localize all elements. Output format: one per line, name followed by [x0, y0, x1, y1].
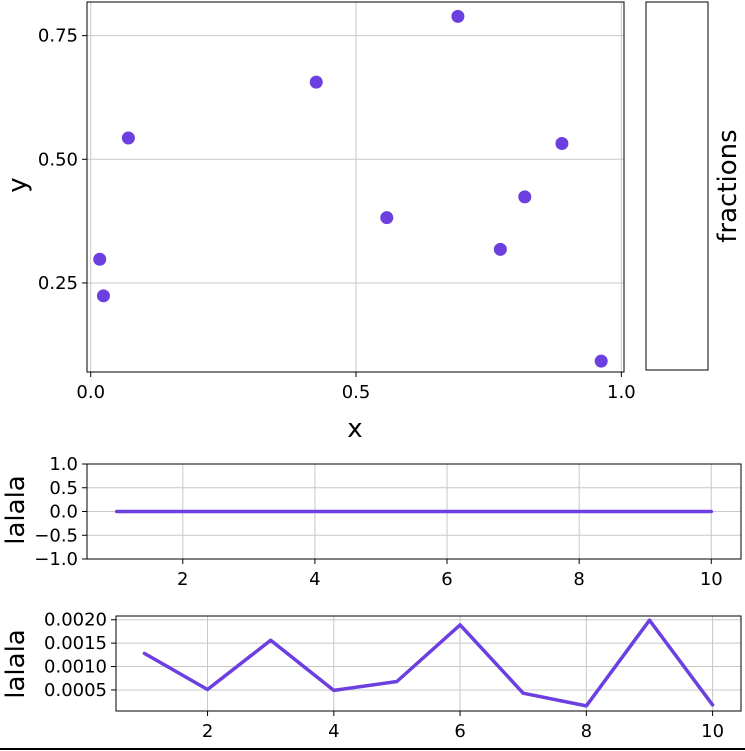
y-tick-label: 0.0	[49, 502, 78, 523]
x-tick-label: 8	[581, 721, 592, 742]
scatter-point	[309, 75, 323, 89]
scatter-y-axis-label: y	[3, 177, 33, 192]
x-tick-label: 6	[454, 721, 465, 742]
x-tick-label: 0.0	[76, 382, 105, 403]
scatter-point	[594, 354, 608, 368]
x-tick-label: 2	[202, 721, 213, 742]
scatter-panel: 0.0 0.5 1.0 0.25 0.50 0.75 x y fractions	[3, 1, 743, 444]
scatter-plot-frame	[86, 1, 625, 373]
colorbar-label: fractions	[713, 129, 743, 242]
scatter-x-axis-label: x	[347, 414, 362, 444]
series-line	[142, 618, 715, 708]
colorbar-box	[645, 1, 709, 371]
scatter-point	[121, 131, 135, 145]
y-tick-label: 0.25	[38, 273, 78, 294]
scatter-point	[380, 211, 394, 225]
y-tick-label: 0.0015	[44, 633, 107, 654]
x-tick-label: 10	[700, 569, 723, 590]
y-tick-label: −0.5	[34, 525, 78, 546]
y-tick-label: 0.0005	[44, 680, 107, 701]
x-tick-label: 8	[573, 569, 584, 590]
y-tick-label: −1.0	[34, 549, 78, 570]
scatter-point	[96, 289, 110, 303]
scatter-point	[93, 252, 107, 266]
flat-line-panel: 2 4 6 8 10 −1.0 −0.50.0 0.5 1.0 lalala	[1, 454, 742, 590]
y-tick-label: 1.0	[49, 454, 78, 475]
y-tick-label: 0.75	[38, 26, 78, 47]
x-tick-label: 6	[441, 569, 452, 590]
y-tick-label: 0.50	[38, 149, 78, 170]
x-tick-label: 0.5	[342, 382, 371, 403]
flat-line-y-axis-label: lalala	[1, 475, 31, 544]
x-tick-label: 10	[701, 721, 724, 742]
small-values-y-axis-label: lalala	[1, 629, 31, 698]
scatter-point	[555, 136, 569, 150]
x-tick-label: 2	[177, 569, 188, 590]
scatter-point	[518, 190, 532, 204]
small-values-plot-frame	[115, 615, 742, 712]
y-tick-label: 0.0020	[44, 610, 107, 631]
x-tick-label: 4	[328, 721, 339, 742]
x-tick-label: 1.0	[607, 382, 636, 403]
scatter-point	[451, 9, 465, 23]
x-tick-label: 4	[309, 569, 320, 590]
y-tick-label: 0.5	[49, 478, 78, 499]
scatter-point	[493, 242, 507, 256]
y-tick-label: 0.0010	[44, 657, 107, 678]
